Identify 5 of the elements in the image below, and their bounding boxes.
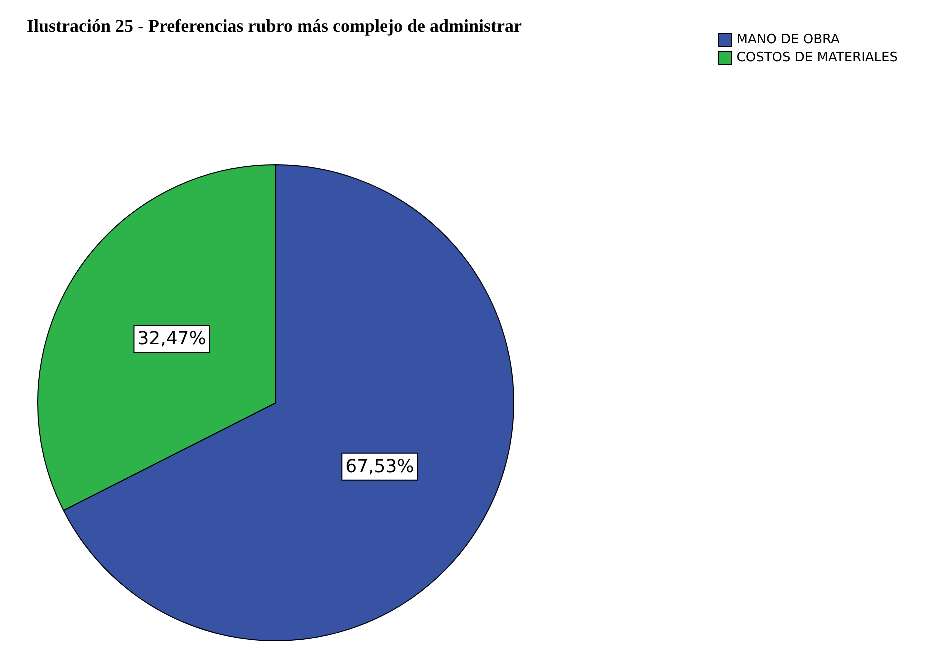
data-label: 67,53%: [346, 456, 414, 478]
chart-title: Ilustración 25 - Preferencias rubro más complejo de administrar: [27, 16, 522, 36]
legend-label: COSTOS DE MATERIALES: [736, 50, 898, 66]
data-label: 32,47%: [138, 328, 206, 350]
legend-label: MANO DE OBRA: [736, 32, 840, 48]
